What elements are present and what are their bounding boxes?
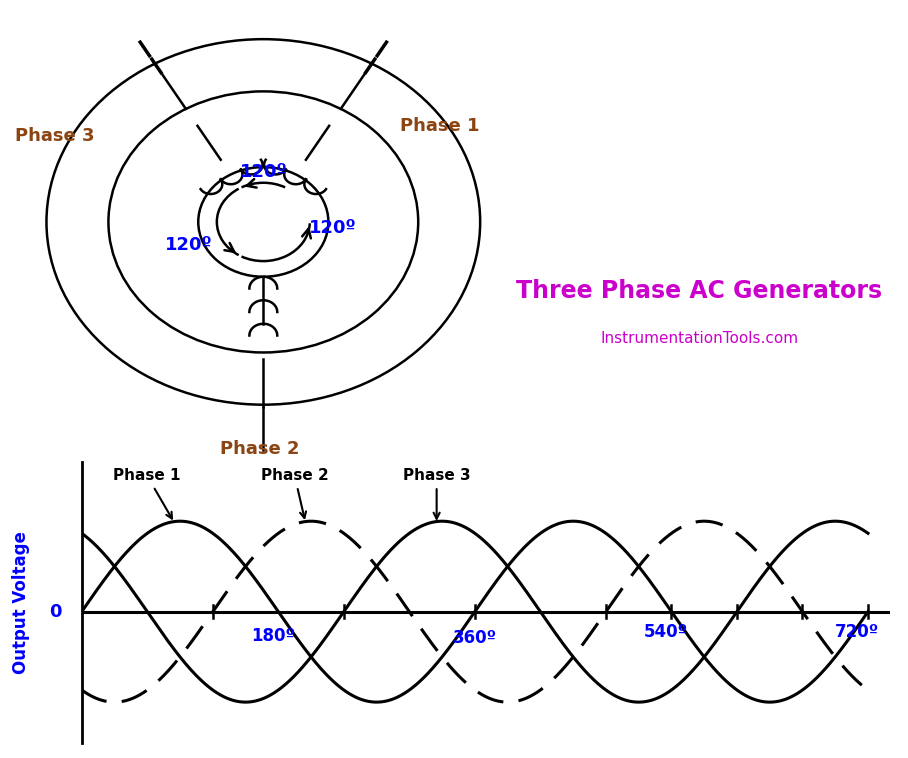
Text: 0: 0 — [50, 603, 62, 621]
Text: Phase 2: Phase 2 — [220, 440, 300, 459]
Text: Phase 3: Phase 3 — [403, 468, 470, 518]
Text: 120º: 120º — [310, 220, 357, 237]
Text: 120º: 120º — [165, 236, 212, 255]
Text: 120º: 120º — [240, 163, 287, 181]
Text: 540º: 540º — [644, 623, 688, 641]
Text: InstrumentationTools.com: InstrumentationTools.com — [600, 331, 798, 346]
Text: 720º: 720º — [835, 623, 879, 641]
Text: 360º: 360º — [453, 629, 497, 647]
Text: 180º: 180º — [251, 627, 295, 644]
Text: Phase 1: Phase 1 — [400, 117, 479, 134]
Text: Phase 1: Phase 1 — [114, 468, 181, 518]
Text: Output Voltage: Output Voltage — [12, 531, 30, 674]
Text: Three Phase AC Generators: Three Phase AC Generators — [516, 280, 883, 303]
Text: Phase 3: Phase 3 — [15, 127, 95, 145]
Text: Phase 2: Phase 2 — [261, 468, 329, 518]
